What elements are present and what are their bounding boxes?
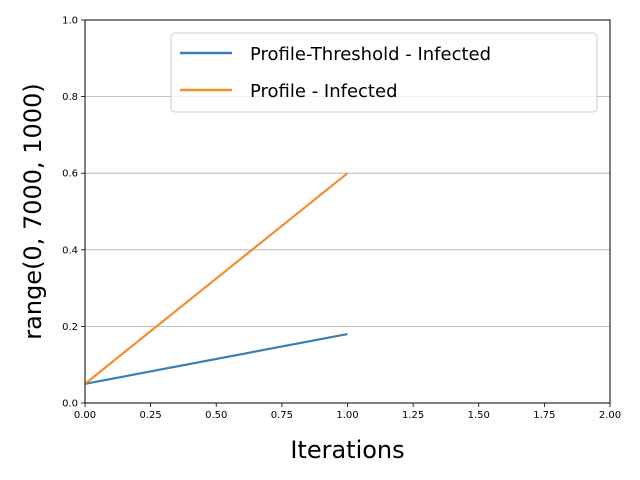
x-tick-label: 1.25 — [402, 410, 424, 421]
x-axis-title: Iterations — [290, 436, 404, 464]
y-tick-label: 0.0 — [62, 399, 78, 410]
series-line-1 — [84, 332, 348, 385]
y-tick-label: 0.8 — [62, 92, 78, 103]
y-axis-title: range(0, 7000, 1000) — [19, 83, 47, 339]
legend-box — [170, 32, 598, 113]
x-tick-label: 0.25 — [139, 410, 161, 421]
grid-lines — [85, 96, 610, 327]
legend-label-2: Profile - Infected — [250, 81, 398, 102]
x-tick-label: 2.00 — [599, 410, 621, 421]
x-tick-label: 0.00 — [74, 410, 96, 421]
y-tick-label: 0.2 — [62, 322, 78, 333]
legend: Profile-Threshold - Infected Profile - In… — [170, 32, 598, 113]
x-tick-label: 1.75 — [533, 410, 555, 421]
y-tick-label: 0.6 — [62, 169, 78, 180]
axis-ticks: 0.00 0.25 0.50 0.75 1.00 1.25 1.50 1.75 2.00 0.0 0… — [62, 16, 621, 422]
series-line-2 — [84, 172, 349, 385]
x-tick-label: 0.75 — [271, 410, 293, 421]
y-tick-label: 1.0 — [62, 16, 78, 27]
x-tick-label: 0.50 — [205, 410, 227, 421]
y-tick-label: 0.4 — [62, 245, 78, 256]
legend-label-1: Profile-Threshold - Infected — [250, 44, 491, 65]
x-tick-label: 1.50 — [468, 410, 490, 421]
series-lines — [84, 172, 349, 385]
x-tick-label: 1.00 — [336, 410, 358, 421]
